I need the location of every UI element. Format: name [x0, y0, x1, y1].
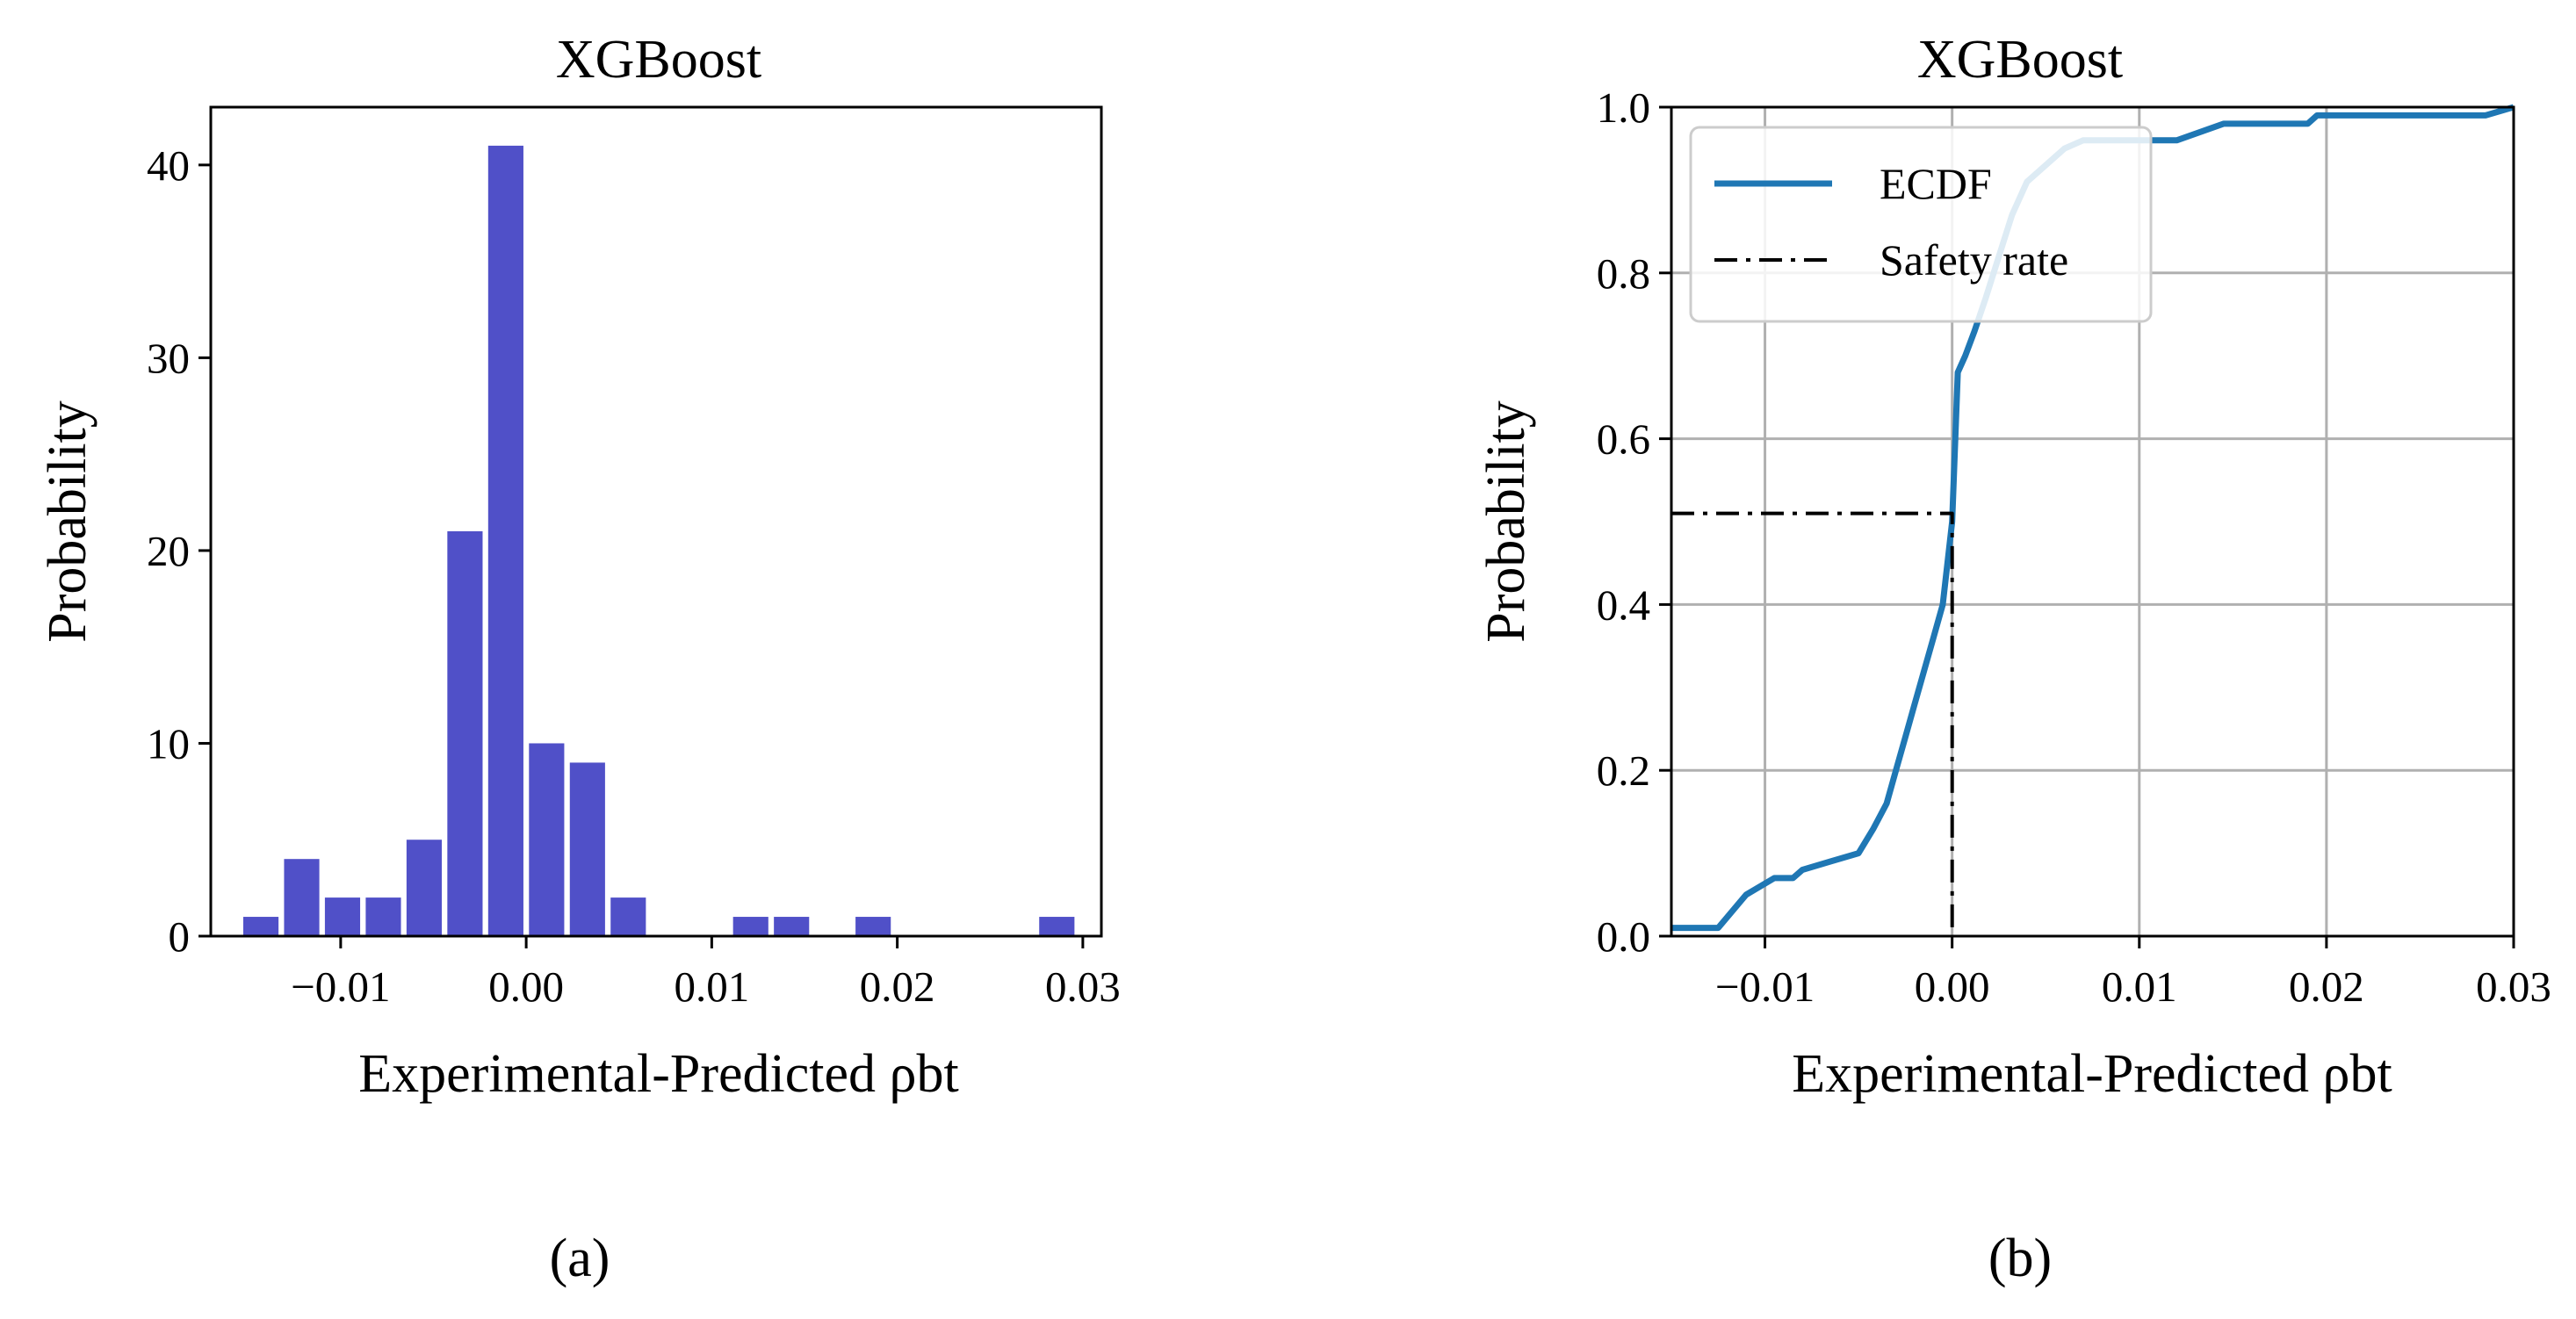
histogram-axes-frame — [209, 105, 1103, 938]
y-tick-label: 0.2 — [1597, 746, 1650, 795]
legend-box — [1689, 126, 2153, 323]
x-tick-label: −0.01 — [291, 962, 390, 1011]
ecdf-y-ticks: 0.0 0.2 0.4 0.6 0.8 1.0 — [1597, 83, 1671, 961]
y-tick-label: 40 — [147, 141, 190, 190]
ecdf-legend: ECDF Safety rate — [1689, 126, 2153, 323]
ecdf-axes-frame — [1670, 105, 2515, 938]
x-tick-label: 0.03 — [2476, 962, 2551, 1011]
histogram-title: XGBoost — [556, 30, 761, 90]
safety-rate-line — [1671, 511, 1954, 936]
y-tick-label: 0 — [169, 912, 191, 961]
legend-ecdf-label: ECDF — [1880, 159, 1992, 208]
x-tick-label: −0.01 — [1715, 962, 1815, 1011]
ecdf-x-axis-label: Experimental-Predicted ρbt — [1792, 1044, 2392, 1104]
x-tick-label: 0.00 — [488, 962, 564, 1011]
ecdf-panel: XGBoost −0.01 0.00 0.01 0.02 0.03 0.00.20.40… — [1476, 30, 2551, 1288]
x-tick-label: 0.01 — [675, 962, 750, 1011]
x-tick-label: 0.02 — [860, 962, 935, 1011]
histogram-bar — [610, 897, 646, 936]
x-tick-label: 0.00 — [1915, 962, 1990, 1011]
histogram-bar — [569, 762, 605, 936]
histogram-bar — [855, 917, 891, 936]
histogram-x-axis-label: Experimental-Predicted ρbt — [358, 1044, 958, 1104]
histogram-bar — [487, 145, 523, 936]
y-tick-label: 0.6 — [1597, 415, 1650, 464]
ecdf-lines — [1671, 104, 2515, 936]
ecdf-y-axis-label: Probability — [1476, 400, 1536, 643]
panel-a-label: (a) — [550, 1229, 610, 1288]
histogram-x-ticks: −0.01 0.00 0.01 0.02 0.03 — [291, 936, 1121, 1011]
histogram-bar — [529, 743, 565, 936]
histogram-bar — [284, 859, 320, 936]
histogram-y-axis-label: Probability — [38, 400, 97, 643]
y-tick-label: 30 — [147, 334, 190, 382]
y-tick-label: 0.4 — [1597, 580, 1650, 629]
y-tick-label: 20 — [147, 527, 190, 575]
ecdf-line — [1671, 104, 2515, 932]
y-tick-label: 1.0 — [1597, 83, 1650, 132]
histogram-panel: XGBoost −0.01 0.00 0.01 0.02 0.03 010203040 … — [38, 30, 1121, 1288]
y-tick-label: 0.0 — [1597, 912, 1650, 961]
ecdf-x-ticks: −0.01 0.00 0.01 0.02 0.03 — [1715, 936, 2551, 1011]
histogram-bar — [365, 897, 401, 936]
histogram-bar — [732, 917, 768, 936]
x-tick-label: 0.02 — [2289, 962, 2364, 1011]
histogram-bar — [406, 840, 443, 936]
histogram-bar — [447, 530, 483, 936]
histogram-bars — [242, 145, 1075, 936]
histogram-bar — [324, 897, 361, 936]
x-tick-label: 0.01 — [2102, 962, 2177, 1011]
histogram-bar — [242, 917, 279, 936]
histogram-y-ticks: 0 10 20 30 40 — [147, 141, 211, 961]
histogram-bar — [774, 917, 810, 936]
x-tick-label: 0.03 — [1045, 962, 1121, 1011]
legend-safety-rate-label: Safety rate — [1880, 235, 2068, 285]
y-tick-label: 10 — [147, 719, 190, 768]
y-tick-label: 0.8 — [1597, 249, 1650, 298]
panel-b-label: (b) — [1988, 1229, 2052, 1288]
ecdf-title: XGBoost — [1917, 30, 2123, 90]
histogram-bar — [1039, 917, 1075, 936]
